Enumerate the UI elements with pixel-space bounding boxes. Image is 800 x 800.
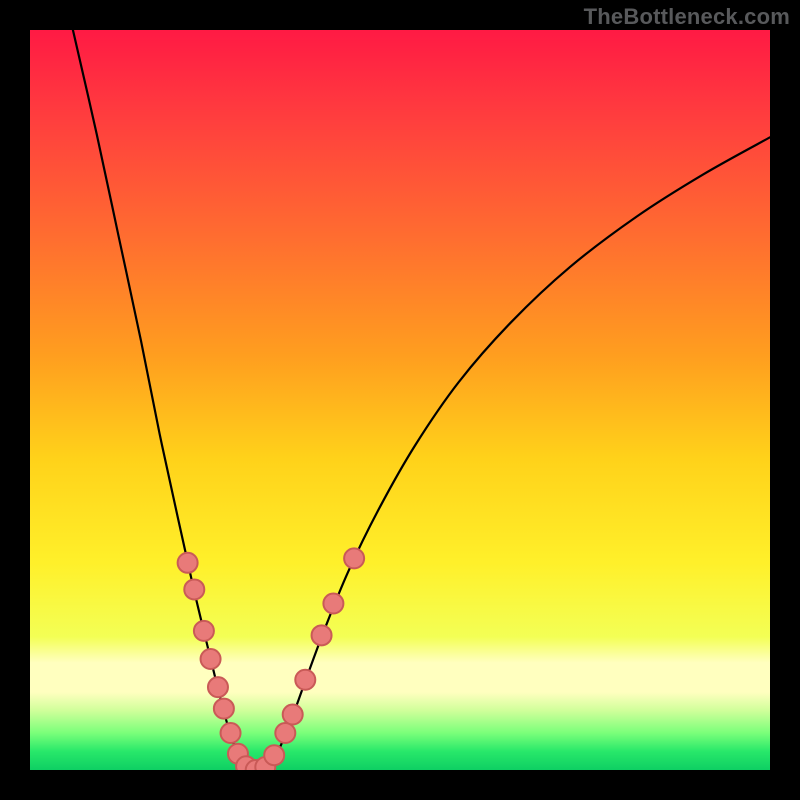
scatter-point bbox=[184, 579, 204, 599]
scatter-point bbox=[221, 723, 241, 743]
watermark-text: TheBottleneck.com bbox=[584, 4, 790, 30]
plot-area bbox=[30, 30, 770, 770]
scatter-point bbox=[264, 745, 284, 765]
scatter-point bbox=[323, 594, 343, 614]
scatter-point bbox=[295, 670, 315, 690]
chart-svg bbox=[30, 30, 770, 770]
scatter-point bbox=[214, 699, 234, 719]
scatter-point bbox=[194, 621, 214, 641]
scatter-point bbox=[312, 625, 332, 645]
scatter-point bbox=[283, 705, 303, 725]
chart-frame: TheBottleneck.com bbox=[0, 0, 800, 800]
scatter-point bbox=[201, 649, 221, 669]
gradient-background bbox=[30, 30, 770, 770]
scatter-point bbox=[208, 677, 228, 697]
scatter-point bbox=[344, 548, 364, 568]
scatter-point bbox=[178, 553, 198, 573]
scatter-point bbox=[275, 723, 295, 743]
